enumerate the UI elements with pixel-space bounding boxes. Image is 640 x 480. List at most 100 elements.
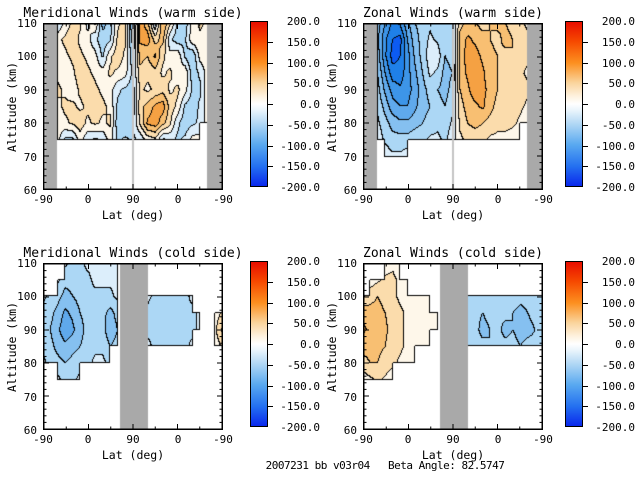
colorbar-tick: [583, 166, 588, 167]
x-tick-label: -90: [213, 433, 233, 446]
y-tick-label: 90: [343, 83, 357, 97]
y-tick-label: 110: [17, 257, 37, 270]
colorbar-label: -150.0: [280, 400, 320, 414]
x-tick-labels: -90 0 90 0 -90: [353, 193, 553, 206]
y-tick-label: 90: [23, 83, 37, 97]
y-tick-label: 90: [343, 323, 357, 337]
panel-zonal-warm: Zonal Winds (warm side) 110 100 90 80 70 60 -…: [325, 6, 553, 222]
colorbar-tick: [583, 146, 588, 147]
y-tick-label: 80: [23, 357, 37, 371]
colorbar-label: 50.0: [293, 317, 321, 331]
contour-canvas-meridional-cold: [43, 263, 223, 430]
colorbar-label: -100.0: [280, 139, 320, 153]
colorbar-tick: [268, 365, 273, 366]
x-tick-label: 0: [174, 433, 182, 446]
colorbar-label: -150.0: [595, 160, 635, 174]
y-tick-label: 100: [17, 50, 37, 64]
x-tick-labels: -90 0 90 0 -90: [33, 193, 233, 206]
y-tick-label: 60: [343, 184, 357, 197]
colorbar-tick: [583, 386, 588, 387]
colorbar-tick: [268, 323, 273, 324]
y-tick-labels: 110 100 90 80 70 60: [323, 257, 359, 437]
panel-title: Meridional Winds (cold side): [23, 246, 243, 261]
colorbar-label: -100.0: [595, 139, 635, 153]
colorbar-tick: [583, 344, 588, 345]
x-tick-label: -90: [33, 433, 53, 446]
colorbar-tick: [268, 386, 273, 387]
colorbar-tick: [268, 104, 273, 105]
y-tick-label: 110: [337, 17, 357, 30]
colorbar: 200.0 150.0 100.0 50.0 0.0 -50.0 -100.0 -150.0 -…: [565, 15, 637, 194]
colorbar-gradient: [250, 21, 268, 187]
x-tick-labels: -90 0 90 0 -90: [353, 433, 553, 446]
colorbar-tick: [583, 63, 588, 64]
colorbar-gradient: [565, 261, 583, 427]
x-tick-label: 0: [494, 433, 502, 446]
colorbar-label: -50.0: [286, 358, 320, 372]
colorbar-tick: [268, 166, 273, 167]
axes-frame: [363, 23, 543, 190]
colorbar-tick: [268, 303, 273, 304]
colorbar-tick: [268, 63, 273, 64]
colorbar-tick: [268, 282, 273, 283]
colorbar-label: 200.0: [286, 15, 320, 28]
colorbar: 200.0 150.0 100.0 50.0 0.0 -50.0 -100.0 -150.0 -…: [250, 15, 322, 194]
colorbar-label: 50.0: [608, 77, 636, 91]
colorbar-label: -200.0: [595, 421, 635, 434]
y-tick-label: 100: [337, 50, 357, 64]
colorbar-tick: [583, 282, 588, 283]
colorbar-label: -100.0: [595, 379, 635, 393]
panel-title: Meridional Winds (warm side): [23, 6, 243, 21]
y-tick-label: 60: [23, 424, 37, 437]
colorbar: 200.0 150.0 100.0 50.0 0.0 -50.0 -100.0 -150.0 -…: [250, 255, 322, 434]
colorbar-label: -50.0: [601, 118, 635, 132]
colorbar-label: 50.0: [608, 317, 636, 331]
colorbar-gradient: [565, 21, 583, 187]
colorbar-label: 0.0: [615, 98, 635, 111]
x-axis-label: Lat (deg): [101, 448, 165, 462]
y-tick-label: 110: [17, 17, 37, 30]
x-tick-label: 0: [84, 193, 92, 206]
colorbar-label: 150.0: [286, 35, 320, 49]
colorbar-label: 100.0: [286, 296, 320, 310]
colorbar-tick: [583, 125, 588, 126]
contour-canvas-zonal-warm: [363, 23, 543, 190]
x-tick-label: -90: [213, 193, 233, 206]
x-tick-label: -90: [353, 193, 373, 206]
x-tick-label: 90: [126, 433, 140, 446]
y-tick-label: 60: [23, 184, 37, 197]
axes-frame: [43, 23, 223, 190]
panel-title: Zonal Winds (warm side): [362, 6, 544, 21]
colorbar-label: 200.0: [286, 255, 320, 268]
x-tick-label: 0: [404, 433, 412, 446]
colorbar-label: -200.0: [280, 181, 320, 194]
x-tick-label: 0: [404, 193, 412, 206]
colorbar-label: 150.0: [601, 275, 635, 289]
colorbar-tick: [583, 365, 588, 366]
y-tick-label: 110: [337, 257, 357, 270]
colorbar-tick: [583, 104, 588, 105]
colorbar-label: 100.0: [601, 56, 635, 70]
x-tick-label: 0: [494, 193, 502, 206]
panel-meridional-warm: Meridional Winds (warm side) 110 100 90 80 7…: [5, 6, 243, 222]
x-tick-label: -90: [353, 433, 373, 446]
colorbar-tick: [583, 406, 588, 407]
panel-zonal-cold: Zonal Winds (cold side) 110 100 90 80 70 60 -…: [325, 246, 553, 462]
y-tick-labels: 110 100 90 80 70 60: [323, 17, 359, 197]
y-tick-label: 60: [343, 424, 357, 437]
colorbar-tick: [583, 83, 588, 84]
y-tick-label: 70: [343, 150, 357, 164]
colorbar-label: -150.0: [595, 400, 635, 414]
y-tick-label: 80: [23, 117, 37, 131]
colorbar-label: 0.0: [615, 338, 635, 351]
y-tick-labels: 110 100 90 80 70 60: [3, 17, 39, 197]
colorbar-tick: [268, 146, 273, 147]
colorbar-label: 0.0: [300, 338, 320, 351]
y-tick-label: 80: [343, 357, 357, 371]
colorbar-tick: [268, 406, 273, 407]
y-tick-label: 100: [17, 290, 37, 304]
x-tick-label: 0: [174, 193, 182, 206]
colorbar-label: 200.0: [601, 15, 635, 28]
y-axis-label: Altitude (km): [5, 301, 19, 392]
